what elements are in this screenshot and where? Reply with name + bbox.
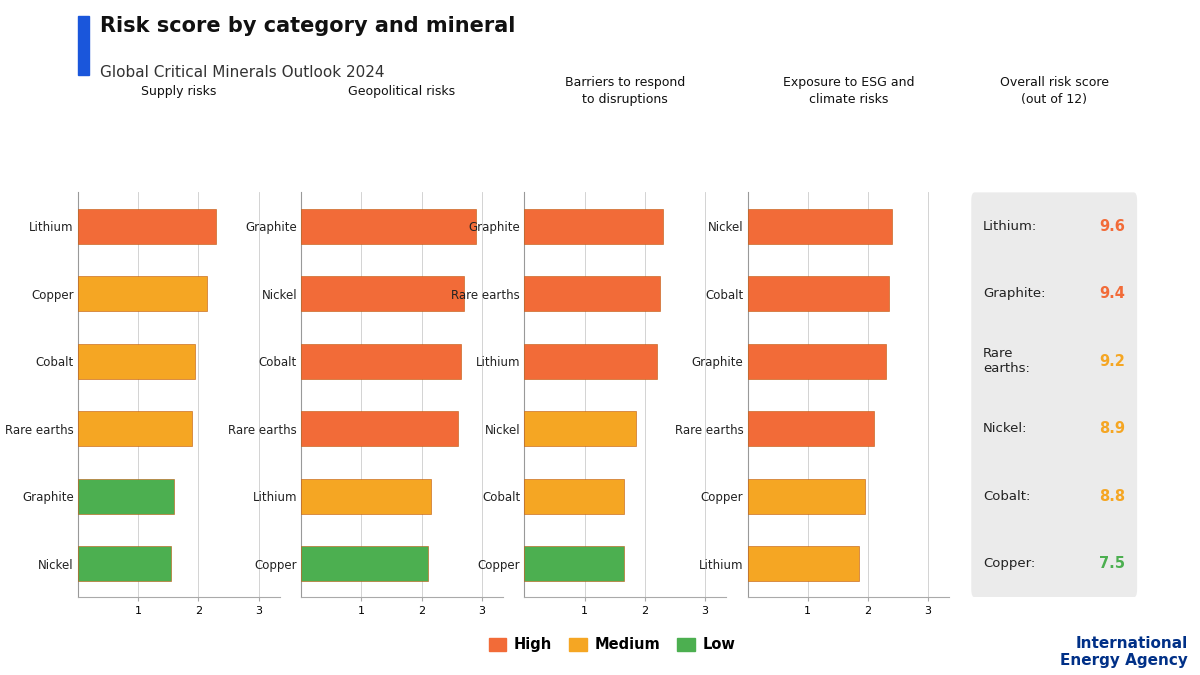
Text: Overall risk score
(out of 12): Overall risk score (out of 12) bbox=[1000, 76, 1109, 106]
FancyBboxPatch shape bbox=[971, 192, 1138, 597]
Text: 7.5: 7.5 bbox=[1099, 556, 1126, 571]
Bar bbox=[524, 344, 656, 379]
Bar bbox=[78, 344, 196, 379]
Text: Rare
earths:: Rare earths: bbox=[983, 347, 1030, 375]
Bar bbox=[524, 209, 662, 244]
Bar bbox=[748, 209, 892, 244]
Text: Copper:: Copper: bbox=[983, 557, 1036, 570]
Bar bbox=[748, 546, 859, 581]
Bar bbox=[78, 546, 172, 581]
Bar bbox=[301, 411, 457, 446]
Bar bbox=[524, 276, 660, 311]
Bar bbox=[78, 276, 208, 311]
Text: Risk score by category and mineral: Risk score by category and mineral bbox=[100, 16, 515, 36]
Text: International
Energy Agency: International Energy Agency bbox=[1060, 636, 1188, 668]
Text: 9.6: 9.6 bbox=[1099, 219, 1126, 234]
Text: Supply risks: Supply risks bbox=[142, 84, 216, 98]
Text: Geopolitical risks: Geopolitical risks bbox=[348, 84, 456, 98]
Bar bbox=[301, 344, 461, 379]
Text: Global Critical Minerals Outlook 2024: Global Critical Minerals Outlook 2024 bbox=[100, 65, 384, 80]
Bar bbox=[748, 411, 874, 446]
Bar bbox=[78, 479, 174, 514]
Bar bbox=[78, 209, 216, 244]
Text: Barriers to respond
to disruptions: Barriers to respond to disruptions bbox=[565, 76, 685, 106]
Bar bbox=[748, 276, 889, 311]
Bar bbox=[301, 546, 427, 581]
Legend: High, Medium, Low: High, Medium, Low bbox=[484, 631, 740, 658]
Text: 8.9: 8.9 bbox=[1099, 421, 1126, 436]
Bar bbox=[301, 209, 475, 244]
Text: 8.8: 8.8 bbox=[1099, 489, 1126, 504]
Bar bbox=[301, 276, 463, 311]
Bar bbox=[78, 411, 192, 446]
Text: Lithium:: Lithium: bbox=[983, 219, 1037, 233]
Text: Graphite:: Graphite: bbox=[983, 287, 1045, 300]
Bar bbox=[524, 411, 636, 446]
Bar bbox=[524, 546, 624, 581]
Text: 9.2: 9.2 bbox=[1099, 354, 1126, 369]
Bar bbox=[301, 479, 431, 514]
Text: Cobalt:: Cobalt: bbox=[983, 489, 1031, 503]
Text: Nickel:: Nickel: bbox=[983, 422, 1027, 435]
Bar bbox=[748, 479, 865, 514]
Bar bbox=[748, 344, 886, 379]
Bar bbox=[78, 16, 89, 75]
Text: Exposure to ESG and
climate risks: Exposure to ESG and climate risks bbox=[782, 76, 914, 106]
Bar bbox=[524, 479, 624, 514]
Text: 9.4: 9.4 bbox=[1099, 286, 1126, 301]
